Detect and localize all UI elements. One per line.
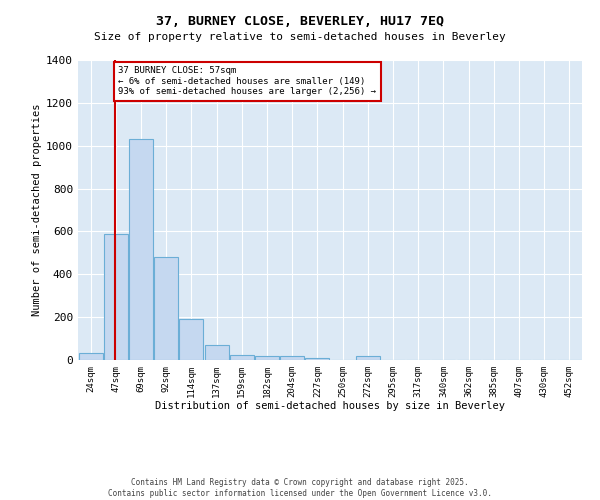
Bar — [205, 344, 229, 360]
Bar — [154, 257, 178, 360]
Bar — [179, 320, 203, 360]
Bar — [305, 358, 329, 360]
Bar — [230, 354, 254, 360]
Text: 37 BURNEY CLOSE: 57sqm
← 6% of semi-detached houses are smaller (149)
93% of sem: 37 BURNEY CLOSE: 57sqm ← 6% of semi-deta… — [118, 66, 376, 96]
X-axis label: Distribution of semi-detached houses by size in Beverley: Distribution of semi-detached houses by … — [155, 402, 505, 411]
Bar — [79, 352, 103, 360]
Bar — [255, 356, 279, 360]
Text: 37, BURNEY CLOSE, BEVERLEY, HU17 7EQ: 37, BURNEY CLOSE, BEVERLEY, HU17 7EQ — [156, 15, 444, 28]
Bar — [129, 140, 153, 360]
Text: Size of property relative to semi-detached houses in Beverley: Size of property relative to semi-detach… — [94, 32, 506, 42]
Y-axis label: Number of semi-detached properties: Number of semi-detached properties — [32, 104, 42, 316]
Text: Contains HM Land Registry data © Crown copyright and database right 2025.
Contai: Contains HM Land Registry data © Crown c… — [108, 478, 492, 498]
Bar — [356, 356, 380, 360]
Bar — [280, 356, 304, 360]
Bar — [104, 234, 128, 360]
